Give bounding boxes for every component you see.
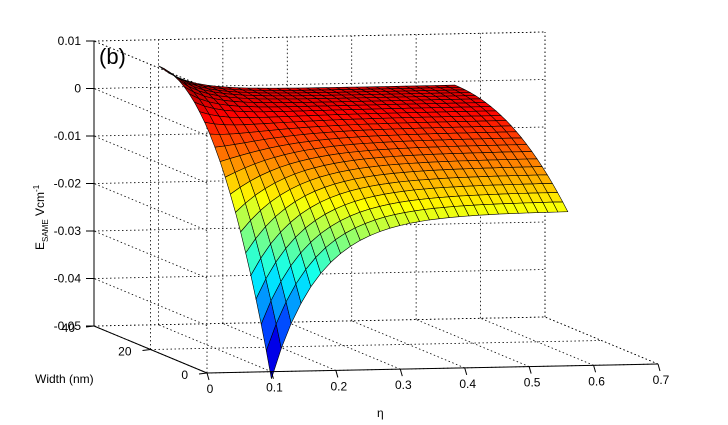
x-tick-mark	[270, 371, 274, 379]
x-tick-label: 0.1	[266, 381, 283, 395]
z-tick-label: -0.03	[54, 224, 82, 238]
x-tick-mark	[399, 369, 403, 377]
x-tick-label: 0.6	[588, 374, 605, 388]
side-wall-gridline	[93, 135, 208, 184]
side-wall-gridline	[93, 230, 208, 279]
box-edge	[93, 40, 208, 89]
back-wall-gridline	[93, 79, 546, 89]
x-tick-mark	[593, 365, 597, 373]
side-wall-gridline	[93, 278, 208, 326]
x-tick-mark	[206, 372, 210, 381]
axes: 0 0.1 0.2 0.3 0.4 0.5 0.6 0.7 0 20 40 0.01 0 -0.01 -0.…	[54, 34, 670, 396]
x-tick-mark	[657, 363, 661, 372]
x-tick-label: 0	[207, 382, 214, 396]
x-tick-mark	[335, 370, 339, 378]
z-axis-label-unit: Vcm	[33, 192, 47, 219]
x-tick-mark	[528, 366, 532, 374]
floor-gridline	[150, 340, 602, 350]
floor-gridline	[93, 316, 546, 327]
floor-gridline	[480, 317, 594, 366]
z-axis-label-subscript: SAME	[41, 219, 50, 242]
z-axis-label-main: E	[33, 242, 47, 250]
z-tick-label: 0.01	[58, 34, 82, 48]
y-tick-label: 0	[181, 368, 188, 382]
box-edge	[93, 31, 546, 42]
y-tick-label: 20	[118, 345, 132, 359]
box-edge	[544, 316, 659, 365]
x-tick-label: 0.3	[395, 378, 412, 392]
x-tick-label: 0.2	[331, 379, 348, 393]
z-tick-label: -0.01	[54, 129, 82, 143]
y-axis-label: Width (nm)	[35, 372, 94, 386]
x-axis-line	[206, 363, 659, 374]
z-tick-label: -0.05	[54, 319, 82, 333]
surface	[158, 65, 569, 379]
side-wall-gridline	[93, 88, 208, 136]
back-wall-gridline	[93, 316, 546, 327]
x-tick-label: 0.5	[524, 376, 541, 390]
z-tick-label: 0	[74, 82, 81, 96]
y-tick-mark	[142, 349, 151, 351]
x-axis-label: η	[377, 406, 384, 420]
side-wall-gridline	[93, 183, 208, 231]
x-tick-mark	[464, 367, 468, 375]
z-tick-label: -0.02	[54, 177, 82, 191]
floor-gridline	[415, 319, 530, 367]
x-tick-label: 0.4	[459, 377, 476, 391]
x-tick-label: 0.7	[653, 373, 670, 387]
z-axis-label-unit-superscript: -1	[32, 184, 41, 192]
z-axis-label: ESAME Vcm-1	[32, 184, 50, 250]
z-tick-label: -0.04	[54, 272, 82, 286]
y-tick-mark	[198, 372, 208, 375]
y-tick-label: 40	[62, 321, 76, 335]
back-wall-gridline	[93, 31, 546, 42]
surface-facet	[552, 201, 569, 213]
panel-label: (b)	[99, 44, 126, 69]
floor-gridline	[351, 320, 465, 369]
